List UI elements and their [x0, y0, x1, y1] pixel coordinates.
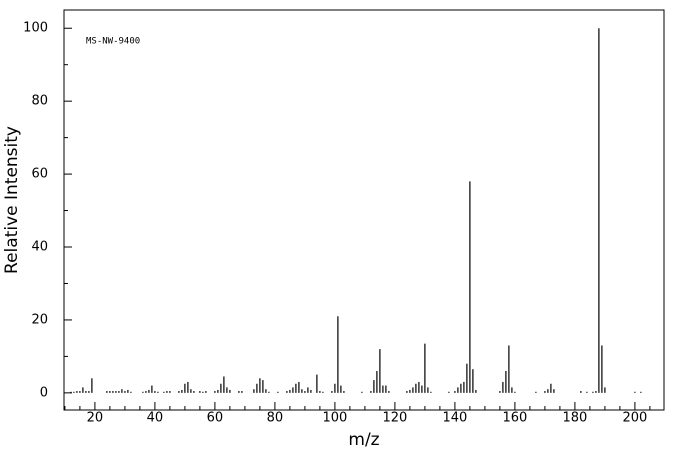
x-tick-label: 200	[622, 411, 647, 426]
annotation: MS-NW-9400	[86, 37, 140, 47]
x-tick-label: 40	[147, 411, 164, 426]
x-tick-label: 180	[562, 411, 587, 426]
plot-frame	[63, 9, 665, 411]
x-tick-label: 140	[442, 411, 467, 426]
x-tick-label: 120	[382, 411, 407, 426]
y-tick-label: 40	[31, 240, 48, 255]
y-tick-label: 0	[40, 385, 48, 400]
y-tick-label: 100	[23, 21, 48, 36]
y-tick-label: 80	[31, 94, 48, 109]
x-tick-label: 20	[87, 411, 104, 426]
x-tick-label: 160	[502, 411, 527, 426]
x-axis-title: m/z	[348, 430, 379, 450]
x-tick-label: 100	[322, 411, 347, 426]
x-tick-label: 60	[207, 411, 224, 426]
x-tick-label: 80	[267, 411, 284, 426]
y-axis-title: Relative Intensity	[2, 126, 22, 274]
y-tick-label: 60	[31, 167, 48, 182]
y-tick-label: 20	[31, 312, 48, 327]
